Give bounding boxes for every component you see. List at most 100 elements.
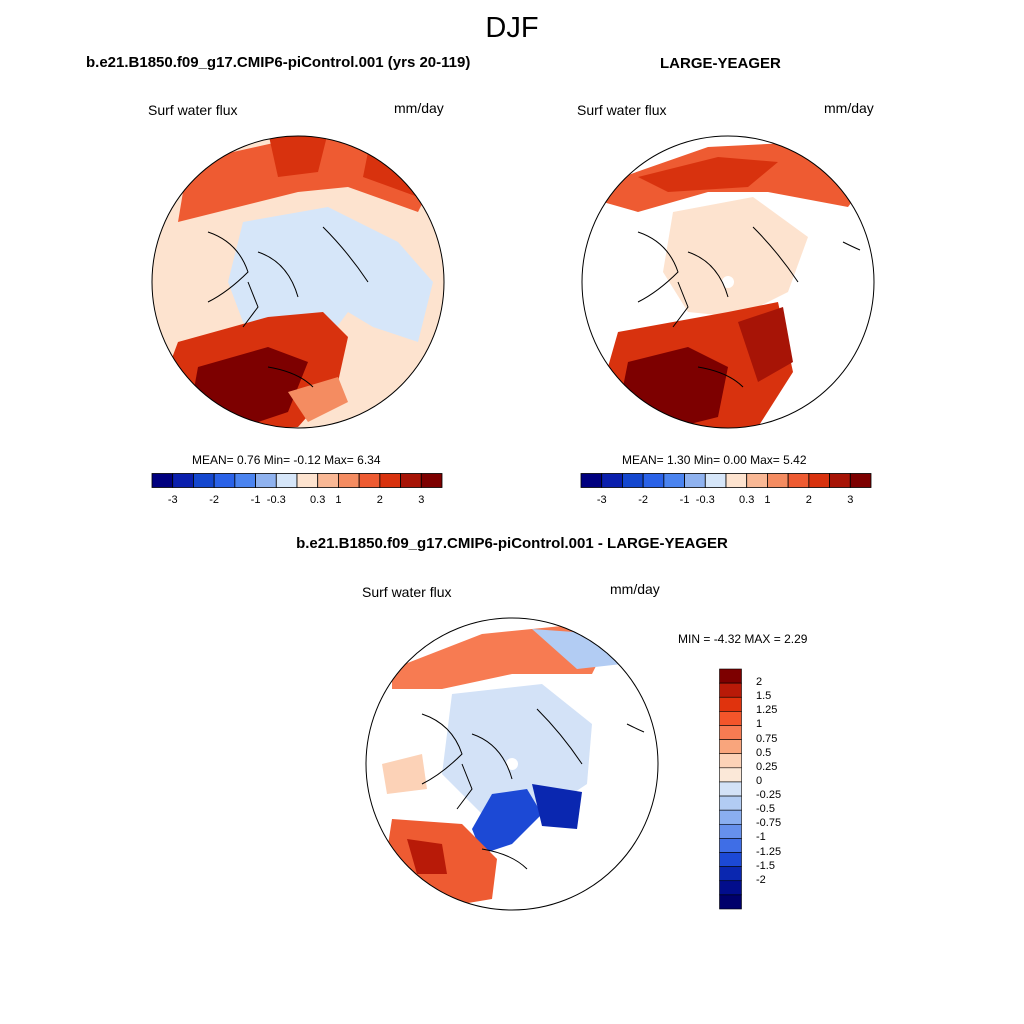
panel1-variable-label: Surf water flux	[148, 102, 238, 118]
figure-title: DJF	[485, 12, 539, 44]
panel1-colorbar-swatch	[213, 473, 236, 488]
panel1-colorbar-swatch	[275, 473, 298, 488]
panel3-colorbar-tick: -0.25	[756, 789, 782, 802]
panel3-colorbar-tick: 0.5	[756, 746, 772, 759]
panel1-mean-label: MEAN=	[192, 453, 234, 467]
panel2-europe-core	[638, 157, 778, 192]
panel3-colorbar-tick: 1.25	[756, 704, 778, 717]
panel3-colorbar-tick: 0	[756, 774, 763, 787]
panel1-colorbar-tick: 3	[418, 494, 425, 506]
panel3-colorbar-swatch	[719, 668, 742, 684]
panel2-gulf-alaska	[738, 307, 793, 382]
panel3-colorbar-swatch	[719, 852, 742, 867]
panel2-colorbar-tick: 2	[805, 494, 812, 506]
panel3-colorbar-swatch	[719, 880, 742, 896]
panel3-alaska-negative	[532, 784, 582, 829]
panel2-colorbar-swatch	[684, 473, 706, 488]
panel2-colorbar-swatch	[601, 473, 623, 488]
panel1-colorbar-swatches	[151, 473, 443, 488]
panel3-units-label: mm/day	[610, 581, 660, 597]
panel2-colorbar-tick: -1	[679, 494, 690, 506]
panel3-colorbar-tick: -1	[756, 831, 766, 844]
panel2-colorbar-tick: -2	[638, 494, 649, 506]
panel3-colorbar-tick: -1.5	[756, 859, 775, 872]
panel1-title: b.e21.B1850.f09_g17.CMIP6-piControl.001 …	[86, 54, 471, 71]
panel1-colorbar-swatch	[296, 473, 319, 488]
panel1-colorbar-swatch	[379, 473, 401, 488]
panel1-europe-precip	[178, 137, 428, 222]
panel2-colorbar-swatches	[580, 473, 872, 488]
panel2-max-value: 5.42	[783, 453, 807, 467]
panel3-max-label: MAX =	[744, 632, 781, 646]
panel3-colorbar-tick: -1.25	[756, 845, 782, 858]
panel2-mean-value: 1.30	[667, 453, 691, 467]
panel1-colorbar-tick: -0.3	[266, 494, 286, 506]
panel3-colorbar-swatch	[719, 725, 742, 740]
panel3-colorbar-swatch	[719, 795, 742, 811]
panel2-units-label: mm/day	[824, 100, 874, 116]
panel3-min-label: MIN =	[678, 632, 711, 646]
panel3-max-value: 2.29	[784, 632, 808, 646]
panel2-arctic-ocean	[663, 197, 808, 317]
panel2-colorbar-swatch	[787, 473, 810, 488]
panel2-colorbar-swatch	[808, 473, 830, 488]
panel3-colorbar-tick: 1	[756, 718, 763, 731]
panel3-colorbar-swatch	[719, 696, 742, 712]
panel3-colorbar-tick: -2	[756, 873, 766, 886]
panel1-colorbar-swatch	[255, 473, 277, 488]
panel1-colorbar-tick: -3	[167, 494, 178, 506]
panel2-min-value: 0.00	[723, 453, 747, 467]
panel1-colorbar-swatch	[400, 473, 422, 488]
panel3-colorbar-swatch	[719, 823, 742, 839]
panel3-siberia-diff	[382, 754, 427, 794]
panel3-colorbar-tick: 1.5	[756, 690, 772, 703]
panel3-colorbar-swatch	[719, 767, 742, 783]
panel3-colorbar-swatches	[719, 668, 742, 910]
panel1-colorbar-swatch	[172, 473, 194, 488]
panel2-stats: MEAN= 1.30 Min= 0.00 Max= 5.42	[622, 453, 807, 467]
panel2-colorbar-swatch	[642, 473, 665, 488]
panel2-colorbar-swatch	[704, 473, 727, 488]
panel3-coastlines	[421, 708, 645, 870]
panel2-colorbar-swatch	[829, 473, 851, 488]
panel3-colorbar-swatch	[719, 781, 742, 797]
panel1-colorbar-tick: -1	[250, 494, 261, 506]
panel1-mean-value: 0.76	[237, 453, 261, 467]
panel3-pacific-core	[407, 839, 447, 874]
panel1-colorbar-tick: 1	[335, 494, 342, 506]
panel1-map-border	[151, 135, 445, 429]
panel2-map-border	[581, 135, 875, 429]
panel1-min-value: -0.12	[293, 453, 321, 467]
panel1-max-label: Max=	[324, 453, 354, 467]
panel3-colorbar-swatch	[719, 753, 742, 769]
panel3-bering-negative	[472, 789, 542, 854]
panel2-colorbar-swatch	[663, 473, 685, 488]
panel1-colorbar: -3 -2 -1 -0.3 0.3 1 2 3	[151, 473, 443, 513]
panel1-units-label: mm/day	[394, 100, 444, 116]
panel2-title: LARGE-YEAGER	[660, 55, 781, 72]
panel3-colorbar-swatch	[719, 866, 742, 882]
panel3-colorbar-swatch	[719, 809, 742, 825]
panel1-colorbar-swatch	[151, 473, 174, 488]
panel2-colorbar-swatch	[580, 473, 603, 488]
panel3-map-border	[365, 617, 659, 911]
panel3-min-value: -4.32	[713, 632, 742, 646]
panel3-colorbar-swatch	[719, 838, 742, 853]
panel1-colorbar-swatch	[193, 473, 215, 488]
panel2-colorbar-tick: -0.3	[695, 494, 715, 506]
panel2-colorbar-swatch	[849, 473, 872, 488]
panel3-colorbar-swatch	[719, 739, 742, 755]
panel3-colorbar-swatch	[719, 894, 742, 910]
panel2-map	[581, 135, 875, 429]
panel3-variable-label: Surf water flux	[362, 584, 452, 600]
panel1-stats: MEAN= 0.76 Min= -0.12 Max= 6.34	[192, 453, 381, 467]
panel1-colorbar-swatch	[338, 473, 360, 488]
panel2-colorbar-swatch	[622, 473, 644, 488]
panel1-min-label: Min=	[263, 453, 291, 467]
panel3-colorbar-tick: 2	[756, 676, 763, 689]
panel2-colorbar-tick: 1	[764, 494, 771, 506]
panel1-colorbar-swatch	[317, 473, 339, 488]
panel2-colorbar: -3 -2 -1 -0.3 0.3 1 2 3	[580, 473, 872, 513]
panel3-colorbar: 2 1.5 1.25 1 0.75 0.5 0.25 0 -0.25 -0.5 -0.75 -1 -1.…	[719, 668, 809, 911]
panel2-min-label: Min=	[693, 453, 721, 467]
